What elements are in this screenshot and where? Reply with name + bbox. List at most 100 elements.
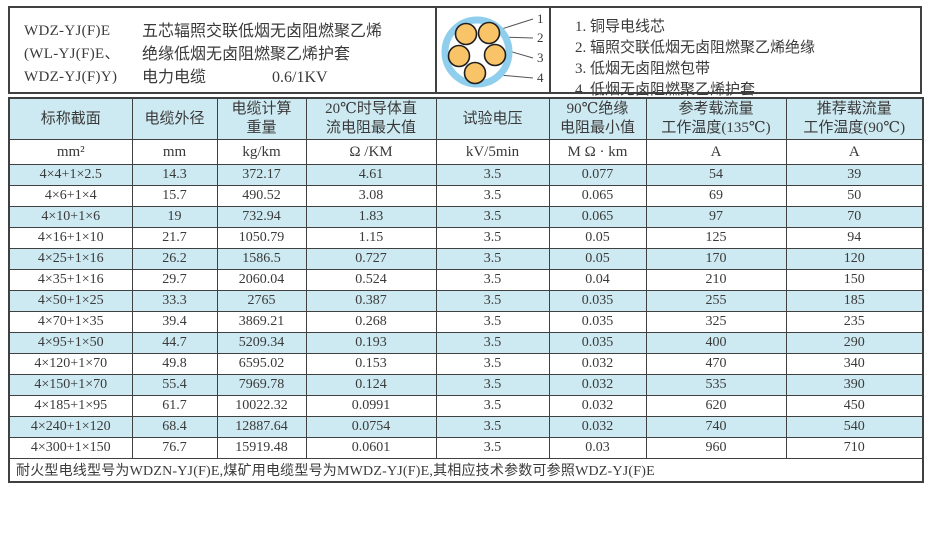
table-cell: 120 (785, 248, 924, 270)
legend-item: 3. 低烟无卤阻燃包带 (575, 61, 711, 77)
table-cell: 4×16+1×10 (8, 227, 133, 249)
table-cell: 4×150+1×70 (8, 374, 133, 396)
table-cell: 210 (645, 269, 787, 291)
table-cell: 535 (645, 374, 787, 396)
table-cell: 0.05 (548, 227, 647, 249)
description-line: 绝缘低烟无卤阻燃聚乙烯护套 (142, 46, 351, 63)
description-line: 电力电缆 0.6/1KV (142, 66, 382, 89)
column-header: 标称截面 (8, 97, 133, 140)
table-cell: 10022.32 (216, 395, 307, 417)
column-unit: M Ω · km (548, 139, 647, 165)
product-description: 五芯辐照交联低烟无卤阻燃聚乙烯 绝缘低烟无卤阻燃聚乙烯护套 电力电缆 0.6/1… (142, 20, 382, 92)
table-cell: 0.0601 (305, 437, 437, 459)
table-cell: 0.03 (548, 437, 647, 459)
table-cell: 1050.79 (216, 227, 307, 249)
table-cell: 76.7 (131, 437, 218, 459)
table-cell: 4×35+1×16 (8, 269, 133, 291)
table-cell: 4×25+1×16 (8, 248, 133, 270)
table-cell: 710 (785, 437, 924, 459)
table-cell: 0.032 (548, 395, 647, 417)
table-cell: 255 (645, 290, 787, 312)
table-cell: 3.08 (305, 185, 437, 207)
table-cell: 0.032 (548, 374, 647, 396)
table-row: 4×6+1×4 15.7 490.52 3.08 3.5 0.065 69 50 (8, 185, 924, 207)
conductor-core (447, 44, 471, 68)
table-cell: 490.52 (216, 185, 307, 207)
table-cell: 3.5 (435, 395, 550, 417)
table-cell: 0.727 (305, 248, 437, 270)
spec-sheet: WDZ-YJ(F)E (WL-YJ(F)E、 WDZ-YJ(F)Y) 五芯辐照交… (8, 6, 924, 483)
table-cell: 15919.48 (216, 437, 307, 459)
table-cell: 620 (645, 395, 787, 417)
table-cell: 0.387 (305, 290, 437, 312)
table-row: 4×95+1×50 44.7 5209.34 0.193 3.5 0.035 400 290 (8, 332, 924, 354)
table-cell: 7969.78 (216, 374, 307, 396)
table-cell: 1.15 (305, 227, 437, 249)
table-cell: 3.5 (435, 248, 550, 270)
table-cell: 15.7 (131, 185, 218, 207)
table-cell: 732.94 (216, 206, 307, 228)
table-cell: 4×95+1×50 (8, 332, 133, 354)
table-cell: 33.3 (131, 290, 218, 312)
column-header: 90℃绝缘 电阻最小值 (548, 97, 647, 140)
table-cell: 44.7 (131, 332, 218, 354)
table-cell: 3.5 (435, 437, 550, 459)
table-cell: 26.2 (131, 248, 218, 270)
spec-table: 标称截面 电缆外径 电缆计算 重量 20℃时导体直 流电阻最大值 试验电压 90… (8, 97, 924, 483)
table-cell: 3869.21 (216, 311, 307, 333)
table-row: 4×150+1×70 55.4 7969.78 0.124 3.5 0.032 535 390 (8, 374, 924, 396)
table-cell: 3.5 (435, 269, 550, 291)
table-cell: 49.8 (131, 353, 218, 375)
product-label: 电力电缆 (142, 69, 207, 86)
column-header: 电缆计算 重量 (216, 97, 307, 140)
table-cell: 50 (785, 185, 924, 207)
model-code-line: WDZ-YJ(F)E (24, 23, 111, 39)
column-header: 推荐载流量 工作温度(90℃) (785, 97, 924, 140)
table-wrap: 标称截面 电缆外径 电缆计算 重量 20℃时导体直 流电阻最大值 试验电压 90… (8, 97, 924, 483)
conductor-core (463, 61, 487, 85)
table-row: 4×25+1×16 26.2 1586.5 0.727 3.5 0.05 170 120 (8, 248, 924, 270)
table-cell: 150 (785, 269, 924, 291)
column-header: 参考载流量 工作温度(135℃) (645, 97, 787, 140)
table-cell: 19 (131, 206, 218, 228)
column-header: 20℃时导体直 流电阻最大值 (305, 97, 437, 140)
table-cell: 4×120+1×70 (8, 353, 133, 375)
model-code-line: WDZ-YJ(F)Y) (24, 69, 118, 85)
table-cell: 0.153 (305, 353, 437, 375)
table-cell: 170 (645, 248, 787, 270)
table-cell: 0.193 (305, 332, 437, 354)
table-body: 4×4+1×2.5 14.3 372.17 4.61 3.5 0.077 54 39 4×6+1… (8, 164, 924, 459)
diagram-label-1: 1 (537, 11, 544, 26)
table-cell: 1586.5 (216, 248, 307, 270)
table-cell: 0.04 (548, 269, 647, 291)
table-row: 4×16+1×10 21.7 1050.79 1.15 3.5 0.05 125 94 (8, 227, 924, 249)
table-cell: 390 (785, 374, 924, 396)
column-unit: A (645, 139, 787, 165)
table-cell: 400 (645, 332, 787, 354)
header-row: 标称截面 电缆外径 电缆计算 重量 20℃时导体直 流电阻最大值 试验电压 90… (8, 97, 924, 140)
table-cell: 1.83 (305, 206, 437, 228)
table-cell: 3.5 (435, 416, 550, 438)
table-cell: 340 (785, 353, 924, 375)
table-cell: 12887.64 (216, 416, 307, 438)
table-cell: 3.5 (435, 353, 550, 375)
model-description-cell: WDZ-YJ(F)E (WL-YJ(F)E、 WDZ-YJ(F)Y) 五芯辐照交… (10, 8, 435, 92)
table-cell: 3.5 (435, 227, 550, 249)
table-cell: 235 (785, 311, 924, 333)
table-cell: 4.61 (305, 164, 437, 186)
table-row: 4×300+1×150 76.7 15919.48 0.0601 3.5 0.03 960 7… (8, 437, 924, 459)
table-row: 4×120+1×70 49.8 6595.02 0.153 3.5 0.032 470 340 (8, 353, 924, 375)
table-cell: 0.0991 (305, 395, 437, 417)
column-header: 电缆外径 (131, 97, 218, 140)
table-cell: 0.065 (548, 206, 647, 228)
footer-row: 耐火型电线型号为WDZN-YJ(F)E,煤矿用电缆型号为MWDZ-YJ(F)E,… (8, 458, 924, 483)
table-cell: 0.268 (305, 311, 437, 333)
table-cell: 4×240+1×120 (8, 416, 133, 438)
leader-line-4 (498, 74, 534, 79)
table-cell: 0.065 (548, 185, 647, 207)
table-cell: 0.05 (548, 248, 647, 270)
model-code-line: (WL-YJ(F)E、 (24, 46, 120, 62)
column-unit: kV/5min (435, 139, 550, 165)
table-cell: 185 (785, 290, 924, 312)
table-cell: 70 (785, 206, 924, 228)
